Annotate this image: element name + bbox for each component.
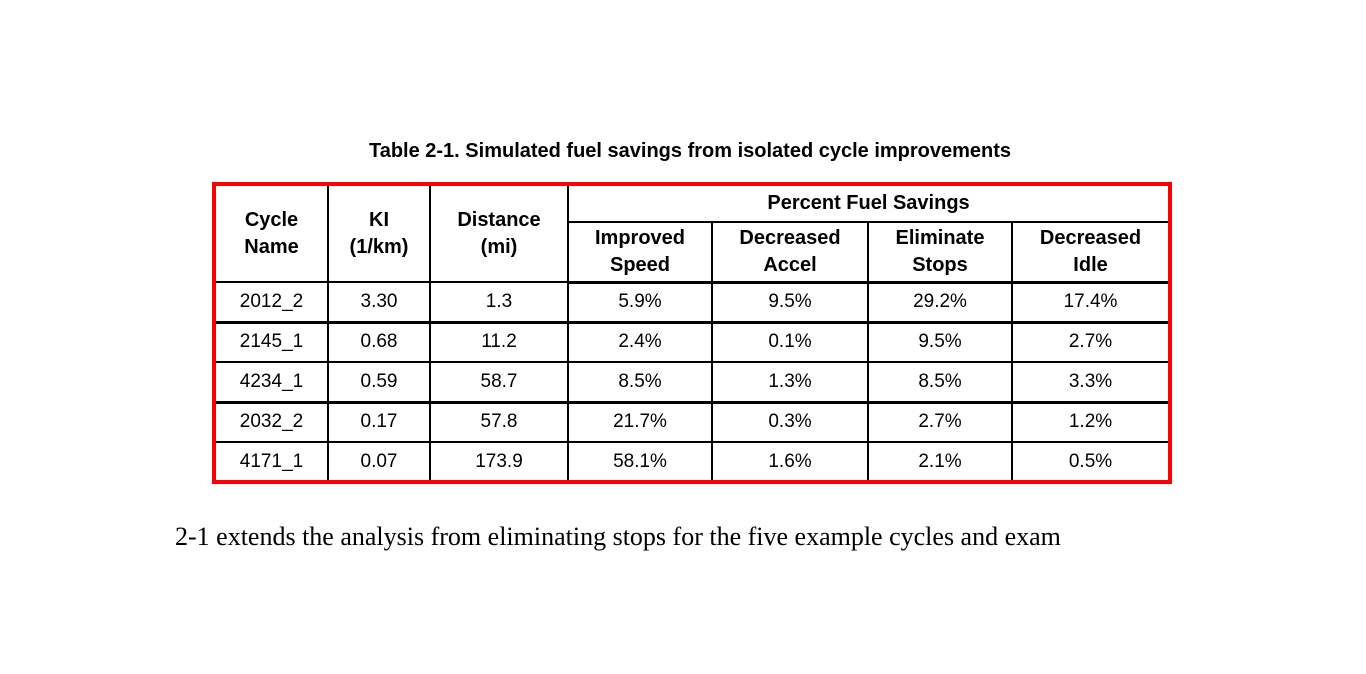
cell-improved-speed: 21.7% [567,401,713,443]
cell-ki: 0.59 [327,361,431,404]
column-header-distance: Distance (mi) [429,183,569,283]
cell-decreased-accel: 0.3% [711,401,869,443]
cell-distance: 58.7 [429,361,569,404]
cell-cycle-name: 2032_2 [213,401,329,443]
cell-improved-speed: 5.9% [567,281,713,324]
cell-eliminate-stops: 9.5% [867,321,1013,363]
cell-ki: 0.07 [327,441,431,483]
cell-cycle-name: 4171_1 [213,441,329,483]
column-header-decreased-idle: Decreased Idle [1010,221,1172,284]
cell-distance: 173.9 [429,441,569,483]
table-row: 2032_2 0.17 57.8 21.7% 0.3% 2.7% 1.2% [213,401,1172,443]
cell-improved-speed: 58.1% [567,441,713,483]
table-header-row-group: Cycle Name KI (1/km) Distance (mi) Perce… [213,183,1172,283]
cell-distance: 11.2 [429,321,569,363]
cell-cycle-name: 2145_1 [213,321,329,363]
column-header-improved-speed: Improved Speed [567,221,713,284]
cell-distance: 57.8 [429,401,569,443]
cell-decreased-accel: 9.5% [711,281,869,324]
cell-decreased-accel: 1.3% [711,361,869,404]
cell-improved-speed: 8.5% [567,361,713,404]
cell-eliminate-stops: 29.2% [867,281,1013,324]
cell-decreased-idle: 0.5% [1010,441,1172,483]
fuel-savings-table: Cycle Name KI (1/km) Distance (mi) Perce… [212,182,1173,484]
cell-eliminate-stops: 8.5% [867,361,1013,404]
table-row: 4234_1 0.59 58.7 8.5% 1.3% 8.5% 3.3% [213,361,1172,404]
cell-decreased-accel: 0.1% [711,321,869,363]
cell-distance: 1.3 [429,281,569,324]
table-row: 2145_1 0.68 11.2 2.4% 0.1% 9.5% 2.7% [213,321,1172,363]
table-title: Table 2-1. Simulated fuel savings from i… [368,140,1012,162]
cell-ki: 0.68 [327,321,431,363]
cell-decreased-idle: 1.2% [1010,401,1172,443]
cell-cycle-name: 2012_2 [213,281,329,324]
cell-eliminate-stops: 2.7% [867,401,1013,443]
table-header-row-sub: Improved Speed Decreased Accel Eliminate… [214,221,1172,284]
cell-decreased-accel: 1.6% [711,441,869,483]
body-text-line: 2-1 extends the analysis from eliminatin… [175,522,1061,551]
cell-cycle-name: 4234_1 [213,361,329,404]
cell-improved-speed: 2.4% [567,321,713,363]
column-header-ki: KI (1/km) [327,183,431,283]
cell-ki: 0.17 [327,401,431,443]
cell-decreased-idle: 17.4% [1010,281,1172,324]
column-group-header-percent-fuel-savings: Percent Fuel Savings [566,183,1172,223]
table-row: 4171_1 0.07 173.9 58.1% 1.6% 2.1% 0.5% [213,441,1172,483]
column-header-decreased-accel: Decreased Accel [711,221,869,284]
table-row: 2012_2 3.30 1.3 5.9% 9.5% 29.2% 17.4% [213,281,1172,324]
cell-decreased-idle: 2.7% [1010,321,1172,363]
cell-ki: 3.30 [327,281,431,324]
cell-eliminate-stops: 2.1% [867,441,1013,483]
column-header-eliminate-stops: Eliminate Stops [867,221,1013,284]
column-header-cycle-name: Cycle Name [213,183,329,283]
cell-decreased-idle: 3.3% [1010,361,1172,404]
